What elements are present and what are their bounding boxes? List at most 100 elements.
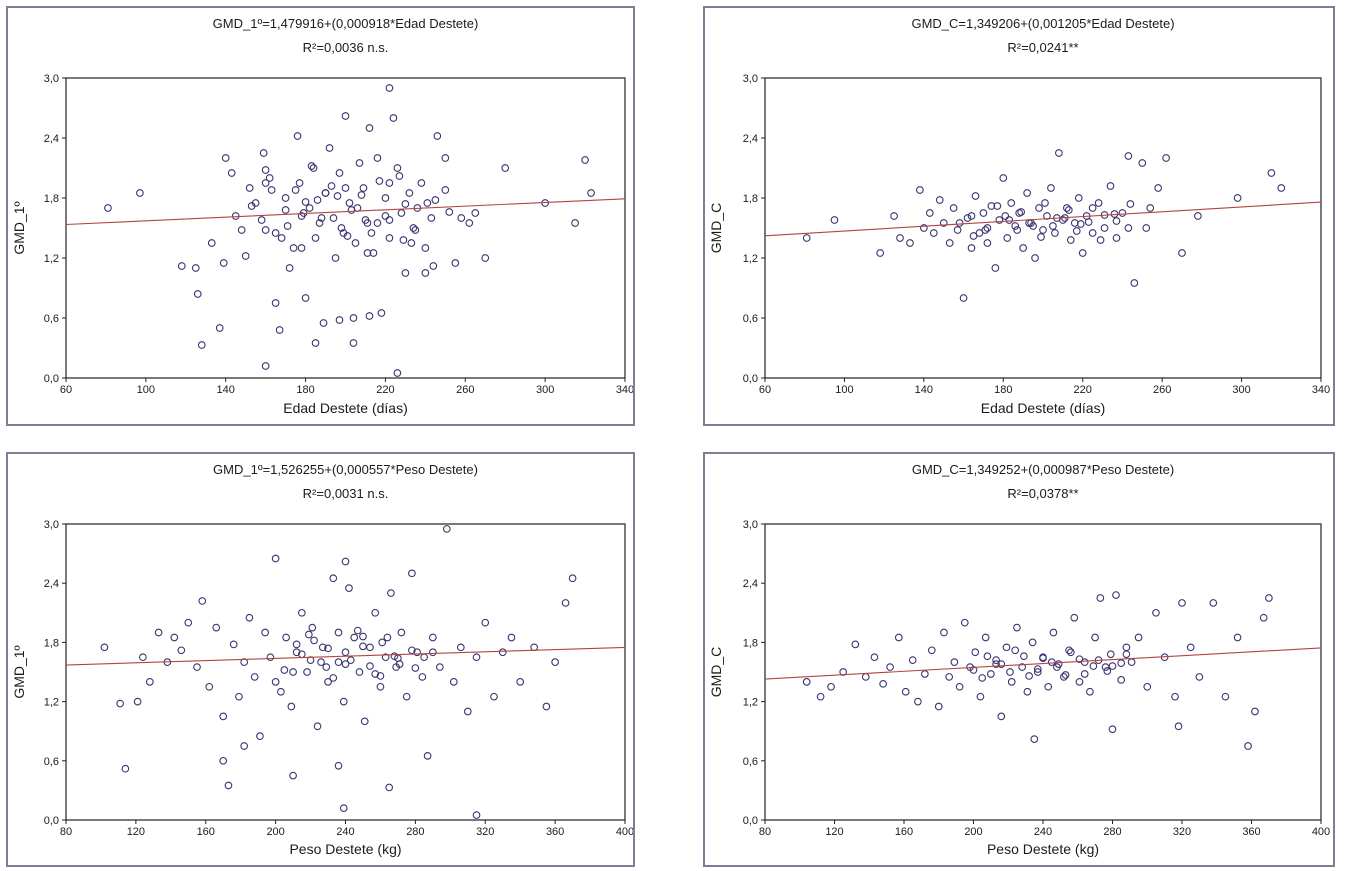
data-point [136, 189, 144, 197]
y-tick-label: 3,0 [743, 519, 758, 531]
data-point [949, 204, 958, 212]
data-point [319, 319, 328, 327]
data-point [385, 179, 394, 187]
y-tick-label: 1,2 [743, 697, 758, 709]
data-point [177, 262, 186, 270]
data-point [250, 673, 259, 681]
data-point [215, 324, 224, 332]
y-tick-label: 0,0 [44, 815, 59, 827]
data-point [259, 149, 268, 157]
data-point [266, 653, 275, 662]
data-point [307, 162, 316, 170]
data-point [116, 699, 125, 708]
data-point [1020, 652, 1028, 661]
data-point [334, 658, 343, 666]
data-point [397, 628, 406, 637]
data-point [916, 186, 924, 194]
data-point [1100, 224, 1109, 232]
x-tick-label: 100 [137, 384, 155, 396]
data-point [472, 811, 481, 819]
data-point [876, 249, 885, 257]
data-point [277, 687, 285, 696]
data-point [198, 597, 207, 605]
data-point [929, 229, 938, 237]
data-point [373, 154, 382, 162]
data-point [381, 212, 390, 220]
data-point [407, 239, 416, 247]
data-point [193, 290, 202, 298]
data-point [154, 628, 163, 637]
data-point [435, 663, 444, 671]
data-point [1143, 682, 1152, 691]
x-tick-label: 360 [1242, 826, 1260, 838]
data-point [1039, 654, 1047, 663]
y-tick-label: 0,6 [743, 313, 758, 325]
y-axis-label: GMD_1º [11, 645, 27, 698]
chart-subtitle: R²=0,0036 n.s. [303, 40, 389, 55]
data-point [471, 209, 480, 217]
data-point [371, 608, 380, 617]
data-point [271, 229, 280, 237]
y-axis-label: GMD_C [708, 647, 724, 698]
data-point [191, 264, 200, 272]
data-point [587, 189, 595, 197]
data-point [241, 252, 250, 260]
data-point [318, 643, 327, 652]
data-point [975, 229, 984, 237]
data-point [945, 239, 954, 247]
data-point [1084, 218, 1093, 226]
data-point [100, 643, 109, 652]
data-point [945, 673, 954, 681]
data-point [568, 574, 577, 583]
data-point [481, 254, 490, 262]
data-point [193, 663, 201, 671]
x-tick-label: 160 [895, 826, 913, 838]
data-point [997, 712, 1006, 721]
data-point [315, 219, 324, 227]
data-point [360, 717, 369, 726]
chart-panel-edad-gmdc: GMD_C=1,349206+(0,001205*Edad Destete) R²… [703, 6, 1335, 426]
data-point [1124, 224, 1133, 232]
data-point [341, 557, 350, 566]
data-point [337, 224, 346, 232]
x-tick-label: 200 [266, 826, 284, 838]
data-point [281, 194, 290, 202]
x-tick-label: 400 [1312, 826, 1330, 838]
data-point [329, 214, 338, 222]
data-point [333, 192, 342, 200]
data-point [387, 589, 395, 597]
data-point [1096, 594, 1105, 602]
plot-area [764, 77, 1322, 379]
data-point [341, 184, 350, 192]
data-point [571, 219, 579, 227]
data-point [1033, 668, 1042, 676]
data-point [1103, 667, 1112, 675]
y-tick-label: 2,4 [743, 578, 758, 590]
data-point [501, 164, 510, 172]
data-point [335, 316, 344, 324]
data-point [309, 164, 318, 172]
data-point [908, 656, 917, 665]
data-point [1122, 650, 1131, 659]
y-tick-label: 3,0 [743, 73, 758, 85]
data-point [329, 574, 338, 583]
data-point [940, 628, 948, 637]
x-tick-label: 300 [1232, 384, 1250, 396]
data-point [245, 613, 254, 622]
data-point [267, 186, 276, 194]
data-point [411, 664, 420, 672]
data-point [349, 339, 358, 347]
data-point [304, 630, 313, 639]
data-point [346, 656, 355, 665]
data-point [282, 633, 290, 642]
data-point [879, 679, 887, 688]
data-point [339, 697, 348, 706]
data-point [1076, 220, 1085, 228]
data-point [1013, 623, 1021, 632]
data-point [498, 648, 507, 657]
data-point [1070, 613, 1079, 622]
x-tick-label: 280 [406, 826, 424, 838]
data-point [351, 239, 360, 247]
data-point [1088, 229, 1097, 237]
data-point [802, 678, 811, 686]
